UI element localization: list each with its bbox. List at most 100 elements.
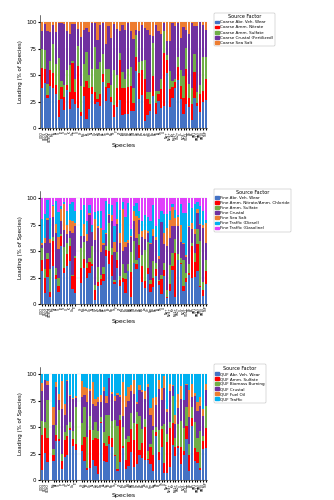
Bar <box>133 104 135 112</box>
Bar <box>49 198 51 218</box>
Bar <box>86 234 88 241</box>
Bar <box>55 435 57 441</box>
Bar <box>196 26 198 92</box>
Bar <box>205 223 207 244</box>
Bar <box>191 222 193 229</box>
Bar <box>113 282 116 284</box>
Bar <box>196 22 198 26</box>
Bar <box>199 470 201 480</box>
Bar <box>155 262 157 268</box>
Bar <box>163 376 165 388</box>
Bar <box>152 198 154 205</box>
Bar <box>57 22 60 23</box>
Bar <box>121 26 124 72</box>
Bar <box>133 206 135 211</box>
Bar <box>180 99 182 128</box>
Bar <box>61 374 63 381</box>
Bar <box>68 198 71 204</box>
Bar <box>205 30 207 58</box>
Bar <box>205 428 207 448</box>
Bar <box>80 397 83 423</box>
Bar <box>155 91 157 102</box>
Bar <box>105 68 107 87</box>
Bar <box>166 472 168 480</box>
Bar <box>60 221 62 234</box>
Bar <box>138 198 140 211</box>
Bar <box>191 426 193 480</box>
Bar <box>113 280 116 282</box>
Bar <box>166 374 168 410</box>
Bar <box>119 22 121 31</box>
Bar <box>177 216 179 218</box>
Bar <box>174 447 176 456</box>
Bar <box>106 404 108 415</box>
Bar <box>99 25 102 62</box>
Bar <box>174 198 176 210</box>
Bar <box>149 36 151 92</box>
Bar <box>55 32 57 64</box>
Bar <box>133 374 135 380</box>
Bar <box>135 57 138 71</box>
Bar <box>60 236 62 246</box>
Bar <box>74 92 76 104</box>
Bar <box>127 264 129 271</box>
Bar <box>150 408 152 415</box>
Bar <box>117 374 119 393</box>
Bar <box>116 22 118 30</box>
Bar <box>57 237 60 249</box>
Bar <box>182 22 185 27</box>
Bar <box>94 286 96 290</box>
Bar <box>84 406 86 436</box>
Bar <box>52 450 55 454</box>
Bar <box>141 390 143 392</box>
Bar <box>191 88 193 104</box>
Bar <box>166 73 168 128</box>
Bar <box>174 26 176 78</box>
Bar <box>114 396 116 402</box>
Bar <box>157 91 160 94</box>
Bar <box>158 390 160 430</box>
Bar <box>102 230 105 243</box>
Bar <box>136 374 138 402</box>
Bar <box>188 84 190 98</box>
Bar <box>63 440 66 458</box>
Bar <box>41 383 43 391</box>
Bar <box>49 218 51 239</box>
Bar <box>116 202 118 219</box>
Bar <box>86 278 88 304</box>
Bar <box>205 198 207 220</box>
Bar <box>46 84 49 95</box>
Bar <box>117 393 119 395</box>
Bar <box>177 446 179 448</box>
Bar <box>150 415 152 444</box>
Bar <box>188 472 190 480</box>
Bar <box>174 210 176 218</box>
Bar <box>66 254 68 266</box>
Bar <box>194 396 196 421</box>
Bar <box>111 221 113 248</box>
Bar <box>52 217 54 236</box>
Bar <box>68 246 71 261</box>
Bar <box>144 215 146 230</box>
Bar <box>97 430 99 439</box>
Bar <box>100 374 102 396</box>
Bar <box>69 374 71 394</box>
Bar <box>122 446 124 448</box>
Bar <box>172 444 174 480</box>
Bar <box>108 374 110 378</box>
Bar <box>89 215 91 258</box>
Bar <box>80 22 82 37</box>
Bar <box>158 280 160 281</box>
Bar <box>111 256 113 276</box>
Bar <box>169 466 171 480</box>
Bar <box>95 406 97 422</box>
Bar <box>177 218 179 226</box>
Bar <box>100 422 102 480</box>
Bar <box>152 374 154 398</box>
Bar <box>133 112 135 128</box>
Bar <box>163 276 165 304</box>
Bar <box>191 384 193 396</box>
Bar <box>163 374 165 376</box>
Bar <box>199 406 201 431</box>
Bar <box>166 434 168 442</box>
